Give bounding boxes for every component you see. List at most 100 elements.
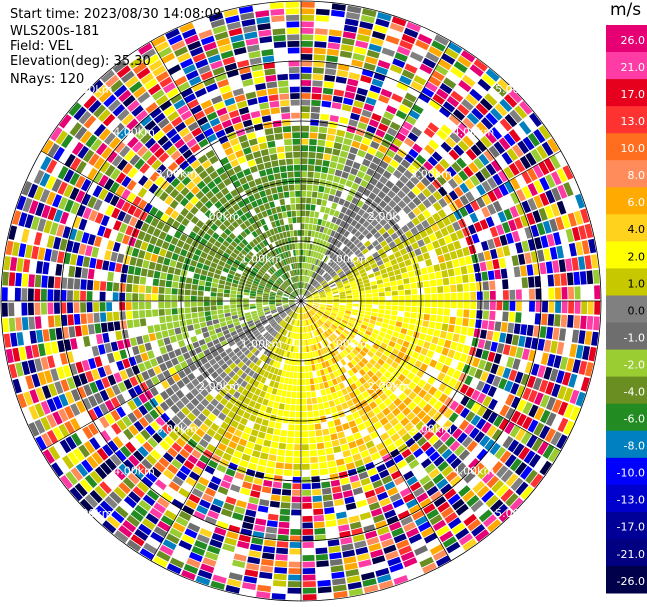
velocity-bin [453,351,462,361]
velocity-bin [469,427,480,439]
velocity-bin [210,580,225,590]
velocity-bin [206,276,213,282]
velocity-bin [438,58,452,71]
velocity-bin [283,294,289,297]
velocity-bin [491,428,503,442]
velocity-bin [482,471,495,484]
velocity-bin [327,250,333,258]
velocity-bin [176,379,185,389]
velocity-bin [398,306,405,312]
velocity-bin [586,316,594,330]
velocity-bin [125,75,139,89]
velocity-bin [240,72,253,81]
velocity-bin [282,297,289,299]
velocity-bin [263,539,276,547]
velocity-bin [510,191,521,205]
velocity-bin [383,223,392,231]
velocity-bin [274,248,280,255]
velocity-bin [333,348,339,355]
velocity-bin [346,5,362,14]
velocity-bin [301,230,305,236]
velocity-bin [132,450,145,462]
velocity-bin [225,446,235,456]
velocity-bin [161,241,170,250]
velocity-bin [2,318,10,333]
velocity-bin [229,362,237,370]
velocity-bin [296,282,299,289]
velocity-bin [521,200,532,214]
velocity-bin [269,306,276,310]
velocity-bin [271,374,277,381]
velocity-bin [409,318,417,325]
velocity-bin [413,487,425,498]
velocity-bin [305,326,308,333]
colorbar-tick-label: 17.0 [621,88,646,101]
velocity-bin [514,462,528,476]
velocity-bin [276,362,281,369]
velocity-bin [325,520,337,528]
velocity-bin [524,361,534,374]
velocity-bin [129,81,143,94]
velocity-bin [303,275,305,282]
velocity-bin [350,265,357,272]
velocity-bin [199,321,207,328]
velocity-bin [138,42,153,55]
velocity-bin [77,145,89,159]
velocity-bin [210,334,218,341]
velocity-bin [404,137,415,148]
velocity-bin [227,273,234,279]
velocity-bin [179,22,195,33]
velocity-bin [67,451,80,466]
velocity-bin [356,553,370,562]
velocity-bin [218,279,226,285]
velocity-bin [318,403,324,410]
velocity-bin [515,242,524,254]
velocity-bin [41,275,48,288]
velocity-bin [307,301,314,303]
velocity-bin [275,325,281,331]
velocity-bin [552,327,560,341]
velocity-bin [386,329,394,336]
velocity-bin [276,389,282,396]
velocity-bin [483,514,497,528]
velocity-bin [115,330,123,341]
velocity-bin [73,278,81,290]
velocity-bin [276,262,282,269]
velocity-bin [283,191,290,198]
velocity-bin [95,142,108,156]
velocity-bin [358,225,366,233]
velocity-bin [304,306,309,311]
velocity-bin [25,345,34,360]
velocity-bin [81,359,91,372]
velocity-bin [307,297,313,300]
velocity-bin [190,185,200,195]
velocity-bin [9,257,18,271]
velocity-bin [291,256,295,263]
velocity-bin [126,118,139,131]
velocity-bin [326,292,333,296]
velocity-bin [429,514,443,526]
velocity-bin [340,537,353,545]
velocity-bin [206,111,218,121]
velocity-bin [15,317,23,331]
velocity-bin [92,171,104,184]
velocity-bin [437,293,444,301]
velocity-bin [187,372,196,381]
velocity-bin [185,191,195,201]
velocity-bin [251,285,258,290]
velocity-bin [333,302,340,305]
velocity-bin [289,296,295,299]
velocity-bin [301,151,308,158]
velocity-bin [455,317,463,326]
velocity-bin [368,501,381,511]
velocity-bin [228,109,240,119]
velocity-bin [415,39,430,51]
velocity-bin [224,97,236,107]
velocity-bin [201,269,208,276]
velocity-bin [390,258,398,266]
velocity-bin [209,358,217,366]
velocity-bin [137,362,147,373]
velocity-bin [459,182,470,194]
velocity-bin [285,316,290,322]
